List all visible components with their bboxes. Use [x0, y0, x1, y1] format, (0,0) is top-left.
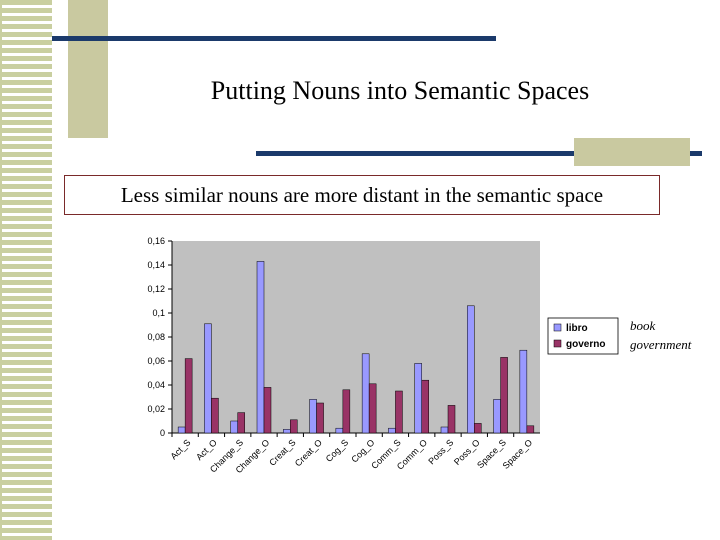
x-tick-label: Act_O — [194, 437, 219, 462]
subtitle-text: Less similar nouns are more distant in t… — [120, 182, 604, 207]
bar-governo-Comm_S — [395, 390, 403, 434]
bar-governo-Act_S — [184, 358, 193, 434]
y-tick-label: 0,02 — [147, 404, 165, 414]
bar-libro-Act_O — [204, 323, 212, 434]
bar-libro-Creat_O — [309, 399, 317, 434]
plot-area — [172, 241, 540, 433]
bar-libro-Space_O — [519, 349, 528, 434]
y-tick-label: 0,16 — [147, 236, 165, 246]
bar-governo-Creat_O — [316, 402, 324, 434]
bar-libro-Comm_S — [388, 427, 396, 434]
x-tick-label: Act_S — [169, 437, 193, 461]
bar-governo-Change_S — [237, 412, 245, 434]
x-tick-label: Creat_S — [267, 437, 297, 467]
legend-label-governo: governo — [566, 339, 605, 350]
bar-libro-Space_S — [493, 399, 501, 434]
decorative-line-top — [52, 36, 496, 41]
y-tick-label: 0,06 — [147, 356, 165, 366]
bar-libro-Change_S — [230, 420, 238, 434]
bar-libro-Poss_S — [440, 426, 449, 434]
y-tick-label: 0,04 — [147, 380, 165, 390]
bar-governo-Change_O — [263, 387, 272, 434]
bar-governo-Cog_S — [342, 389, 351, 434]
bar-governo-Act_O — [211, 397, 219, 434]
translation-book: book — [630, 318, 656, 333]
bar-libro-Comm_O — [414, 363, 422, 434]
legend-swatch-libro — [553, 323, 562, 332]
decorative-block-middle — [574, 138, 690, 166]
bar-governo-Poss_O — [474, 423, 482, 434]
bar-governo-Space_O — [526, 425, 535, 434]
bar-chart: 0 0,02 0,04 0,06 0,08 0,1 0,12 0,14 0,16 Act_S Act… — [147, 236, 619, 475]
slide-title: Putting Nouns into Semantic Spaces — [210, 76, 590, 105]
bar-libro-Cog_S — [335, 427, 344, 434]
y-tick-label: 0,12 — [147, 284, 165, 294]
bar-governo-Space_S — [500, 357, 508, 434]
subtitle-box: Less similar nouns are more distant in t… — [64, 175, 660, 215]
bar-libro-Creat_S — [283, 429, 291, 434]
y-tick-label: 0,14 — [147, 260, 165, 270]
bar-governo-Poss_S — [447, 405, 456, 434]
bar-libro-Cog_O — [361, 353, 370, 434]
bar-governo-Creat_S — [290, 419, 298, 434]
bar-libro-Poss_O — [467, 305, 475, 434]
decorative-line-middle — [256, 151, 702, 156]
x-tick-label: Cog_S — [324, 437, 351, 464]
decorative-block-top — [68, 0, 108, 138]
bar-libro-Change_O — [256, 261, 265, 434]
decorative-stripe-column — [0, 0, 52, 540]
x-tick-label: Poss_S — [426, 437, 455, 466]
x-tick-label: Creat_O — [293, 437, 324, 468]
bar-libro-Act_S — [177, 426, 186, 434]
y-tick-label: 0 — [160, 428, 165, 438]
y-tick-label: 0,1 — [152, 308, 165, 318]
legend-swatch-governo — [553, 339, 562, 348]
bar-governo-Cog_O — [368, 383, 377, 434]
bar-governo-Comm_O — [421, 379, 429, 434]
y-tick-label: 0,08 — [147, 332, 165, 342]
legend-label-libro: libro — [566, 323, 588, 334]
translation-government: government — [630, 337, 692, 352]
